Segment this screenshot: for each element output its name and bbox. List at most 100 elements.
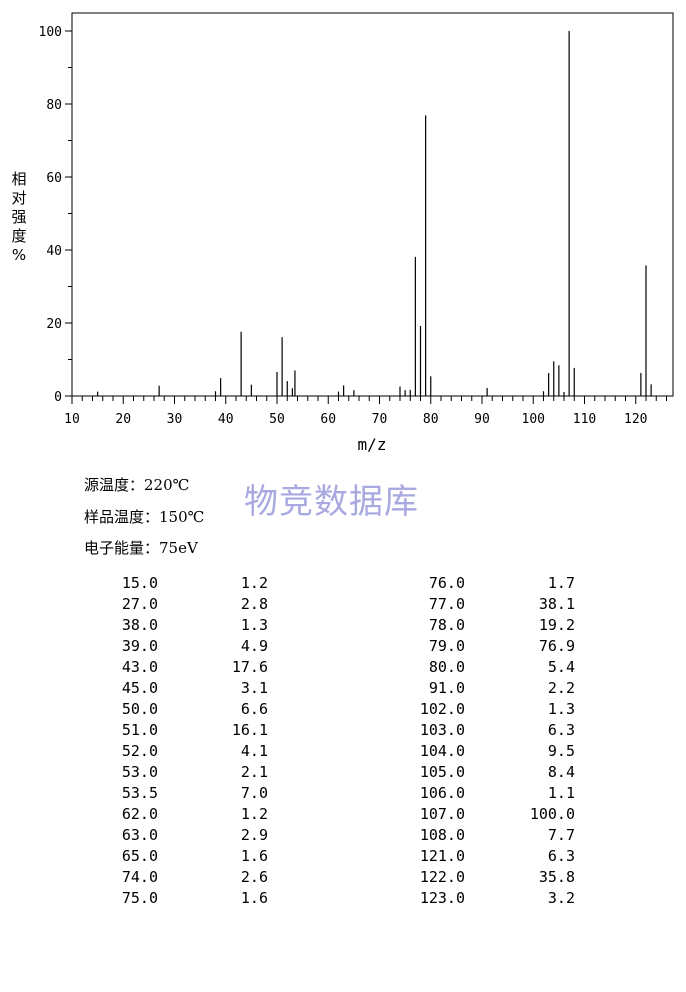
intensity-cell: 5.4: [547, 658, 575, 676]
mz-cell: 53.5: [121, 784, 158, 802]
intensity-cell: 76.9: [538, 637, 575, 655]
condition-value: 75eV: [159, 539, 198, 557]
mz-cell: 104.0: [419, 742, 465, 760]
mz-cell: 123.0: [419, 889, 465, 907]
mz-cell: 103.0: [419, 721, 465, 739]
mz-cell: 53.0: [121, 763, 158, 781]
condition-label: 样品温度：: [84, 508, 160, 526]
mz-cell: 106.0: [419, 784, 465, 802]
x-tick-label: 40: [218, 412, 234, 427]
intensity-cell: 1.2: [240, 805, 268, 823]
x-tick-label: 90: [474, 412, 490, 427]
intensity-cell: 1.3: [547, 700, 575, 718]
x-tick-label: 80: [423, 412, 439, 427]
mz-cell: 38.0: [121, 616, 158, 634]
intensity-cell: 100.0: [529, 805, 575, 823]
mz-cell: 76.0: [428, 574, 465, 592]
table-row: 63.0 2.9 108.0 7.7: [0, 826, 686, 847]
intensity-cell: 4.9: [240, 637, 268, 655]
intensity-cell: 8.4: [547, 763, 575, 781]
table-row: 39.0 4.9 79.0 76.9: [0, 637, 686, 658]
intensity-cell: 1.1: [547, 784, 575, 802]
table-row: 62.0 1.2 107.0 100.0: [0, 805, 686, 826]
condition-label: 源温度：: [84, 476, 145, 494]
y-axis: 0 20 40 60 80 100: [39, 25, 72, 405]
mz-cell: 108.0: [419, 826, 465, 844]
intensity-cell: 2.8: [240, 595, 268, 613]
x-tick-label: 10: [64, 412, 80, 427]
source-temperature: 源温度：220℃: [84, 474, 189, 495]
table-row: 53.5 7.0 106.0 1.1: [0, 784, 686, 805]
intensity-cell: 2.1: [240, 763, 268, 781]
x-tick-label: 100: [522, 412, 545, 427]
mz-cell: 75.0: [121, 889, 158, 907]
x-tick-label: 120: [624, 412, 647, 427]
condition-value: 150℃: [159, 508, 205, 526]
mz-cell: 107.0: [419, 805, 465, 823]
y-tick-label: 100: [39, 25, 62, 40]
intensity-cell: 16.1: [231, 721, 268, 739]
x-axis: 10 20 30 40 50 60 70 80 90 100 110 120: [64, 396, 667, 427]
mz-cell: 121.0: [419, 847, 465, 865]
y-axis-label-char: 度: [11, 227, 27, 245]
y-tick-label: 20: [46, 317, 62, 332]
table-row: 65.0 1.6 121.0 6.3: [0, 847, 686, 868]
mz-cell: 74.0: [121, 868, 158, 886]
intensity-cell: 1.7: [547, 574, 575, 592]
table-row: 27.0 2.8 77.0 38.1: [0, 595, 686, 616]
intensity-cell: 6.3: [547, 721, 575, 739]
mz-cell: 45.0: [121, 679, 158, 697]
table-row: 38.0 1.3 78.0 19.2: [0, 616, 686, 637]
y-tick-label: 60: [46, 171, 62, 186]
y-axis-label-char: 相: [11, 170, 27, 188]
mz-cell: 65.0: [121, 847, 158, 865]
mz-cell: 102.0: [419, 700, 465, 718]
condition-value: 220℃: [144, 476, 190, 494]
x-tick-label: 70: [372, 412, 388, 427]
mz-cell: 91.0: [428, 679, 465, 697]
mz-cell: 77.0: [428, 595, 465, 613]
intensity-cell: 1.6: [240, 847, 268, 865]
mz-cell: 50.0: [121, 700, 158, 718]
sample-temperature: 样品温度：150℃: [84, 506, 204, 527]
y-tick-label: 80: [46, 98, 62, 113]
intensity-cell: 2.2: [547, 679, 575, 697]
mz-cell: 51.0: [121, 721, 158, 739]
intensity-cell: 2.9: [240, 826, 268, 844]
mz-cell: 27.0: [121, 595, 158, 613]
mz-cell: 62.0: [121, 805, 158, 823]
y-axis-label-char: %: [11, 246, 27, 264]
intensity-cell: 2.6: [240, 868, 268, 886]
intensity-cell: 9.5: [547, 742, 575, 760]
intensity-cell: 1.6: [240, 889, 268, 907]
table-row: 51.0 16.1 103.0 6.3: [0, 721, 686, 742]
mz-cell: 15.0: [121, 574, 158, 592]
intensity-cell: 17.6: [231, 658, 268, 676]
plot-frame: [71, 12, 674, 397]
electron-energy: 电子能量：75eV: [84, 537, 198, 558]
intensity-cell: 7.7: [547, 826, 575, 844]
mz-cell: 80.0: [428, 658, 465, 676]
y-tick-label: 0: [54, 390, 62, 405]
table-row: 50.0 6.6 102.0 1.3: [0, 700, 686, 721]
intensity-cell: 7.0: [240, 784, 268, 802]
x-tick-label: 30: [167, 412, 183, 427]
mz-cell: 79.0: [428, 637, 465, 655]
mz-cell: 122.0: [419, 868, 465, 886]
mz-cell: 78.0: [428, 616, 465, 634]
intensity-cell: 3.2: [547, 889, 575, 907]
intensity-cell: 19.2: [538, 616, 575, 634]
table-row: 52.0 4.1 104.0 9.5: [0, 742, 686, 763]
mz-cell: 52.0: [121, 742, 158, 760]
intensity-cell: 35.8: [538, 868, 575, 886]
mz-cell: 63.0: [121, 826, 158, 844]
x-tick-label: 60: [320, 412, 336, 427]
intensity-cell: 6.3: [547, 847, 575, 865]
intensity-cell: 1.3: [240, 616, 268, 634]
peak-bars: [97, 31, 652, 396]
table-row: 75.0 1.6 123.0 3.2: [0, 889, 686, 910]
x-tick-label: 20: [115, 412, 131, 427]
mz-cell: 105.0: [419, 763, 465, 781]
x-tick-label: 110: [573, 412, 596, 427]
condition-label: 电子能量：: [84, 539, 160, 557]
